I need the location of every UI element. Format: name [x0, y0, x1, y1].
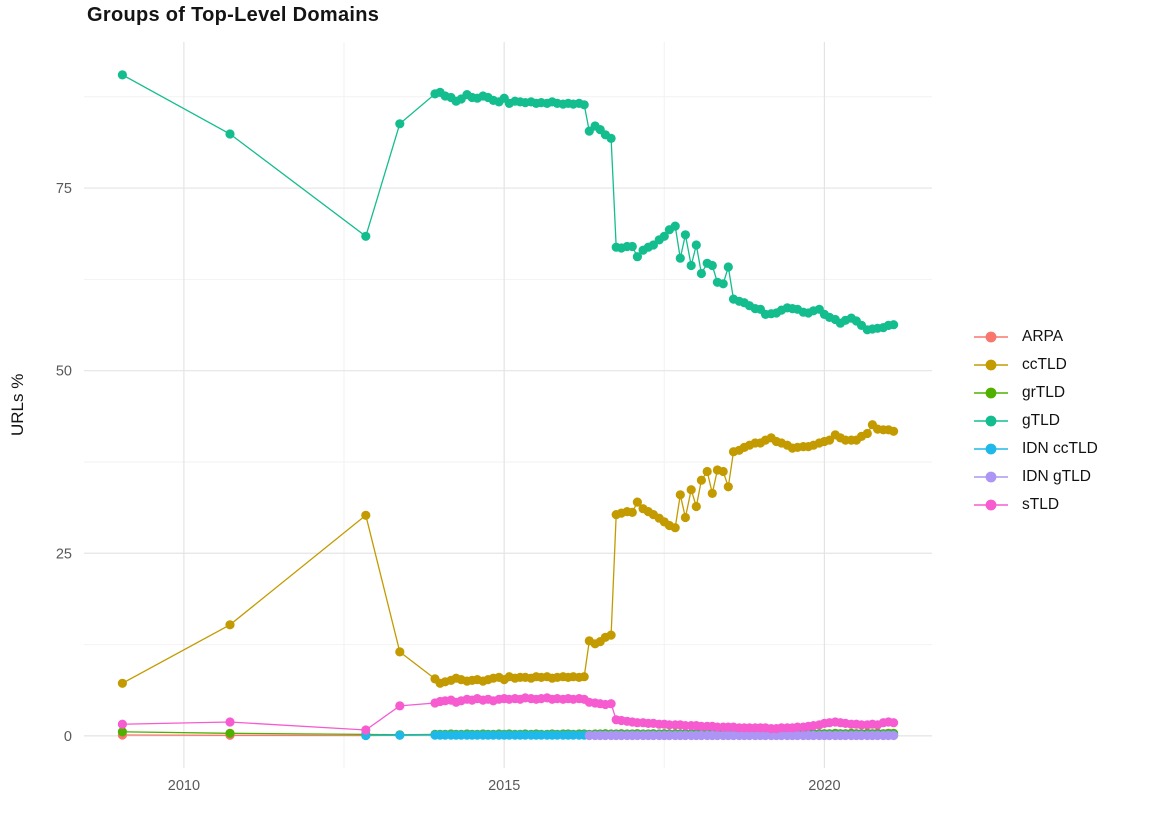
data-point [225, 728, 235, 738]
data-point [889, 426, 899, 436]
data-point [627, 507, 637, 517]
x-tick-label: 2010 [168, 778, 200, 794]
data-point [225, 620, 235, 630]
data-point [707, 260, 717, 271]
x-tick-label: 2020 [808, 778, 840, 794]
data-point [691, 240, 701, 250]
data-point [606, 630, 616, 640]
legend-item-label: IDN gTLD [1022, 468, 1091, 485]
legend-key-dot [985, 331, 997, 343]
series-cctld [117, 420, 899, 688]
legend: ARPA ccTLD grTLD gTLD IDN ccTLD IDN gTLD sTLD [972, 323, 1098, 519]
data-point [632, 497, 643, 507]
legend-key-dot [985, 359, 997, 371]
data-point [686, 260, 696, 271]
data-point [579, 100, 589, 110]
series-line-gtld [122, 74, 894, 331]
legend-item-stld: sTLD [972, 491, 1098, 519]
legend-key-icon [974, 415, 1008, 427]
legend-item-label: IDN ccTLD [1022, 440, 1098, 457]
data-point [723, 262, 733, 272]
data-point [579, 672, 589, 682]
legend-key-dot [985, 387, 997, 399]
data-point [395, 119, 405, 129]
data-point [696, 475, 707, 485]
legend-item-idn-cctld: IDN ccTLD [972, 435, 1098, 463]
legend-item-arpa: ARPA [972, 323, 1098, 351]
legend-key-dot [985, 415, 997, 427]
data-point [225, 717, 235, 727]
series-idn-gtld [584, 730, 899, 741]
data-point [117, 678, 127, 688]
legend-item-idn-gtld: IDN gTLD [972, 463, 1098, 491]
legend-item-label: grTLD [1022, 384, 1066, 401]
legend-item-gtld: gTLD [972, 407, 1098, 435]
data-point [395, 647, 405, 657]
data-point [361, 231, 371, 241]
data-point [862, 428, 872, 439]
data-point [686, 485, 696, 495]
data-point [675, 490, 685, 500]
y-tick-label: 0 [64, 729, 72, 745]
x-tick-label: 2015 [488, 778, 520, 794]
data-point [702, 466, 712, 477]
legend-item-grtld: grTLD [972, 379, 1098, 407]
data-point [707, 488, 717, 498]
data-point [632, 252, 643, 262]
data-point [361, 725, 371, 735]
data-point [395, 701, 405, 711]
data-point [659, 231, 669, 241]
data-point [117, 727, 127, 737]
data-point [117, 719, 127, 729]
legend-key-dot [985, 471, 997, 483]
y-tick-label: 25 [56, 546, 72, 562]
data-point [606, 699, 616, 709]
data-point [606, 133, 616, 143]
data-point [680, 512, 691, 523]
legend-key-icon [974, 331, 1008, 343]
y-tick-label: 50 [56, 364, 72, 380]
legend-key-icon [974, 499, 1008, 511]
legend-item-label: ARPA [1022, 328, 1064, 345]
legend-key-icon [974, 359, 1008, 371]
series-gtld [117, 70, 899, 335]
data-point [627, 241, 637, 252]
legend-key-icon [974, 443, 1008, 455]
data-point [395, 730, 405, 740]
data-point [691, 501, 701, 512]
data-point [718, 279, 728, 289]
legend-item-cctld: ccTLD [972, 351, 1098, 379]
legend-item-label: gTLD [1022, 412, 1060, 429]
data-point [723, 482, 733, 492]
legend-key-icon [974, 471, 1008, 483]
data-point [680, 230, 691, 240]
data-point [718, 466, 728, 477]
legend-item-label: ccTLD [1022, 356, 1067, 373]
data-point [117, 70, 127, 80]
data-point [889, 730, 899, 741]
series-stld [117, 693, 899, 735]
data-point [675, 253, 685, 263]
legend-key-icon [974, 387, 1008, 399]
data-point [889, 718, 899, 728]
series-line-arpa [122, 734, 366, 737]
data-point [889, 320, 899, 330]
legend-key-dot [985, 443, 997, 455]
data-point [225, 129, 235, 139]
chart-title: Groups of Top-Level Domains [87, 4, 380, 26]
data-point [670, 523, 680, 533]
data-point [670, 221, 680, 231]
legend-key-dot [985, 499, 997, 511]
data-point [696, 268, 707, 279]
legend-item-label: sTLD [1022, 496, 1060, 513]
y-tick-label: 75 [56, 181, 72, 197]
data-point [361, 510, 371, 520]
